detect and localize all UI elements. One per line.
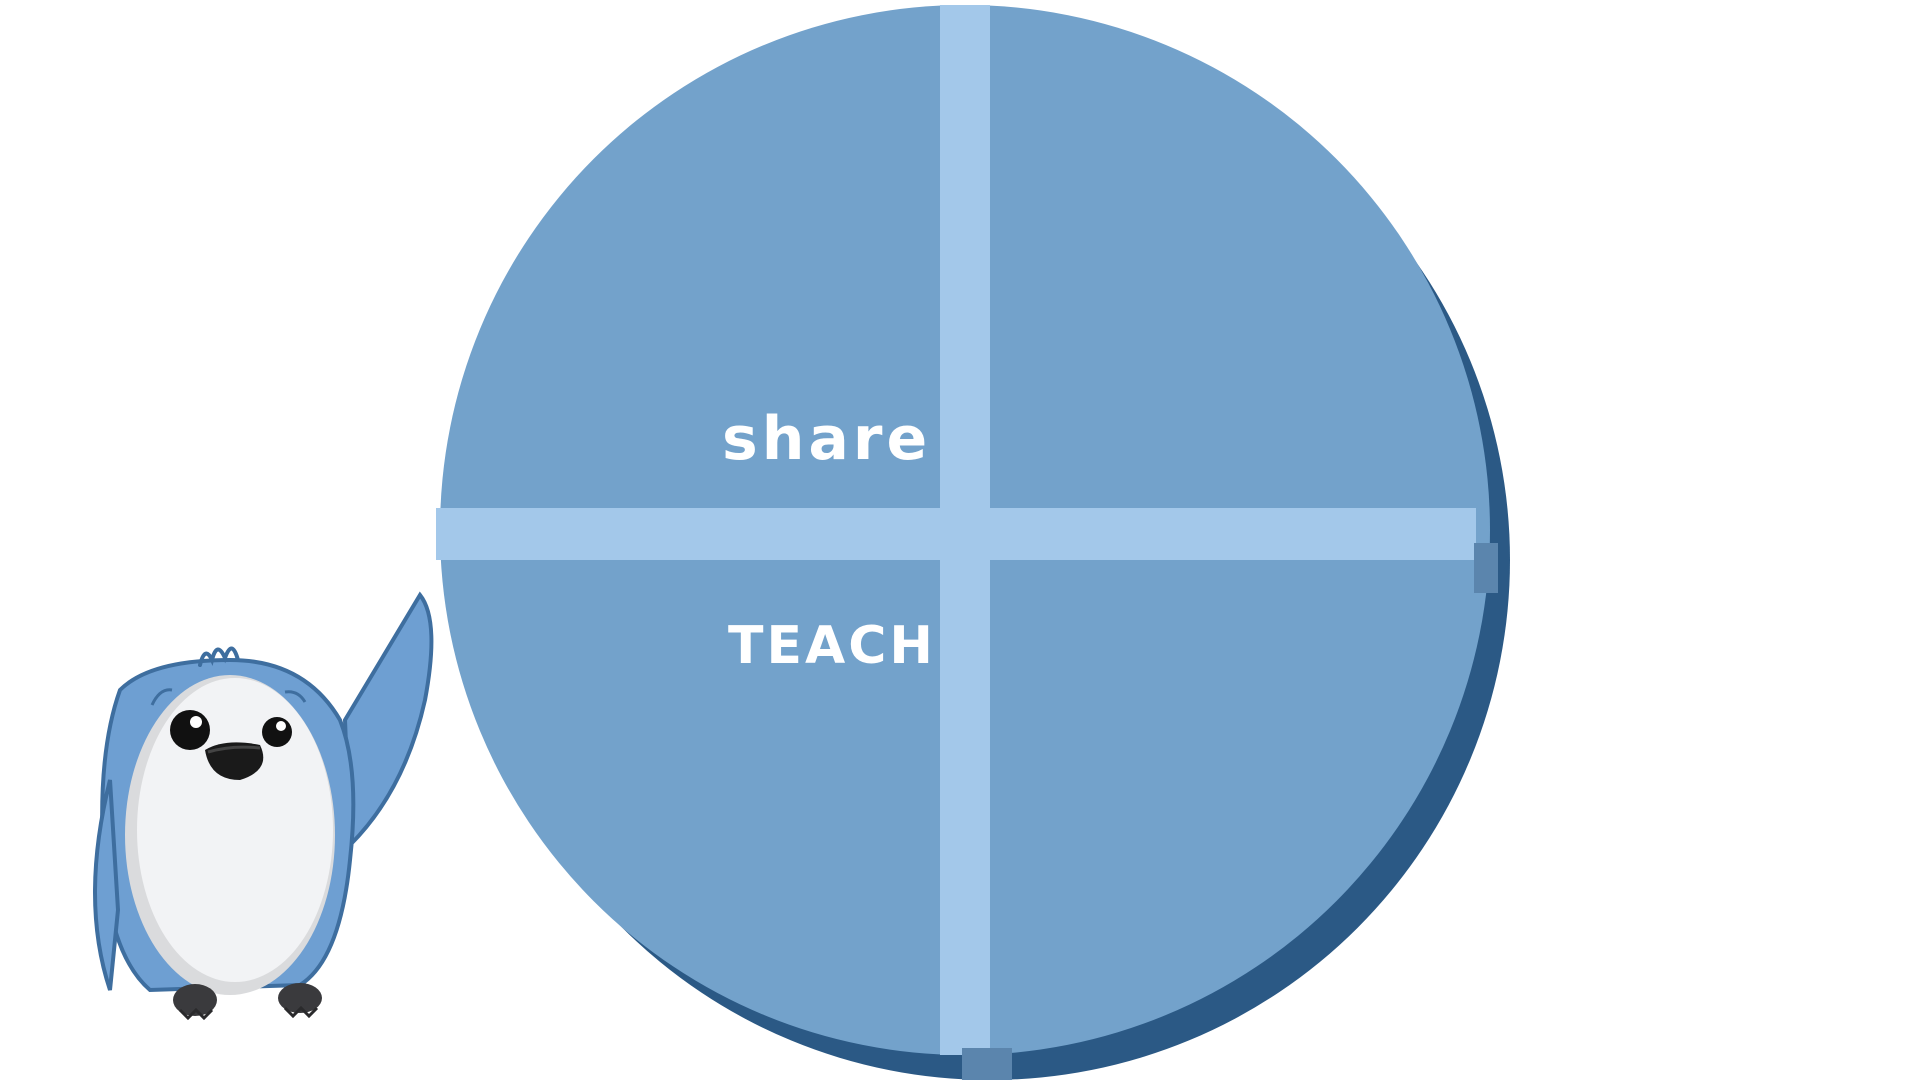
divider-shadow-right [1474, 543, 1498, 593]
bird-mascot-icon [93, 591, 434, 1021]
quadrant-label-share: share [722, 404, 932, 474]
divider-shadow-bottom [962, 1048, 1012, 1080]
quadrant-label-teach: TEACH [728, 616, 936, 676]
horizontal-divider [436, 508, 1476, 560]
